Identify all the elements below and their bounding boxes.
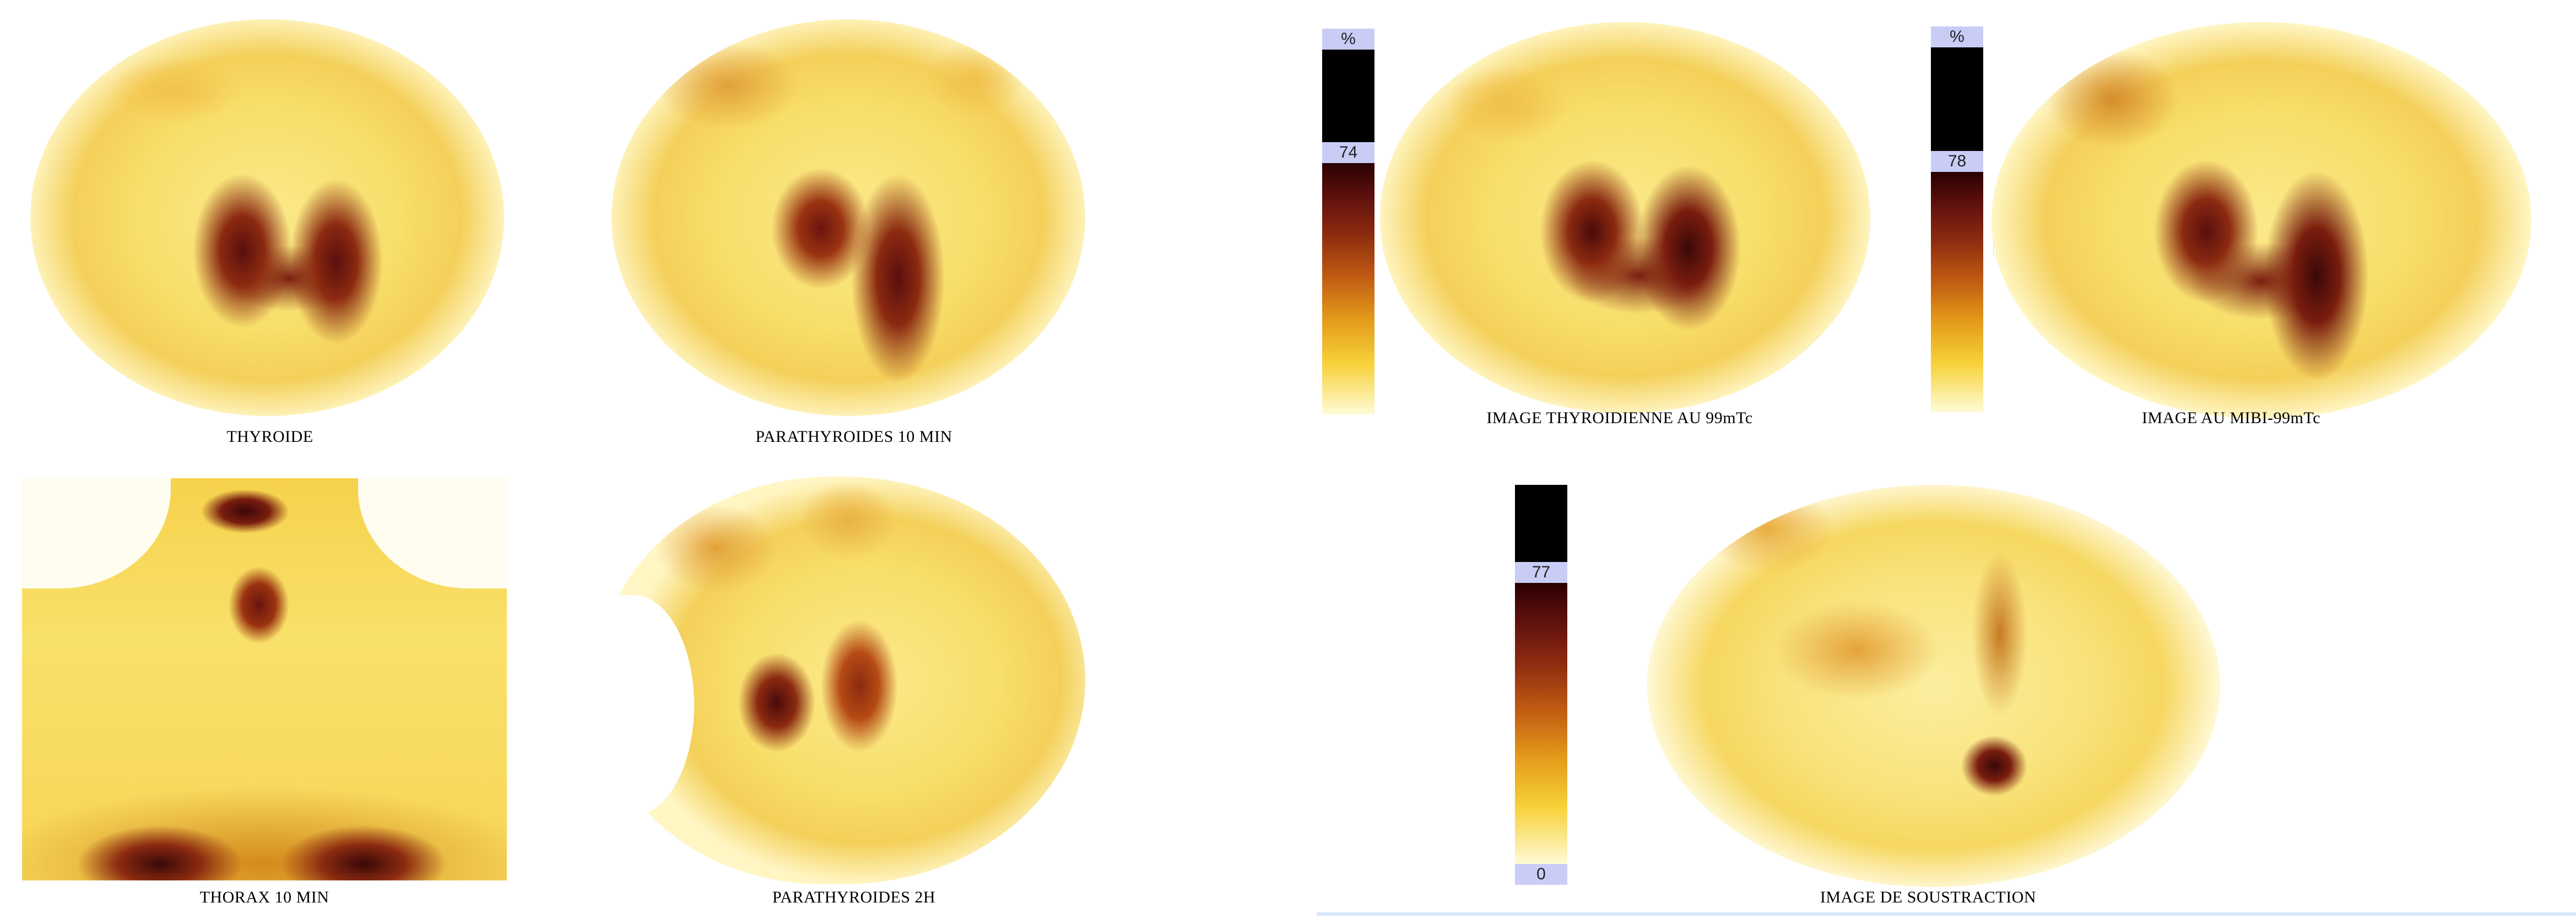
thyroide-scan-image [30, 19, 504, 416]
subtraction-scale-black-band [1515, 485, 1567, 562]
thyroid-scale-gradient [1322, 163, 1374, 414]
parathyroides-2h-mask [573, 595, 694, 815]
thyroide-caption: THYROIDE [226, 428, 313, 446]
thyroid-scale-black-band [1322, 50, 1374, 142]
mibi-99mtc-scan-image [1991, 22, 2531, 419]
parathyroides-10min-caption: PARATHYROIDES 10 MIN [755, 428, 953, 446]
thyroid-scale-percent-label: % [1322, 29, 1374, 50]
bottom-divider [1317, 912, 2576, 916]
subtraction-caption: IMAGE DE SOUSTRACTION [1820, 888, 2037, 906]
thyroid-99mtc-caption: IMAGE THYROIDIENNE AU 99mTc [1486, 409, 1753, 427]
parathyroides-2h-caption: PARATHYROIDES 2H [772, 888, 936, 906]
thorax-10min-caption: THORAX 10 MIN [199, 888, 329, 906]
thorax-10min-scan-image [22, 478, 507, 880]
thyroid-99mtc-scan-image [1380, 22, 1870, 413]
mibi-scale-percent-label: % [1931, 26, 1983, 47]
subtraction-scale-gradient [1515, 583, 1567, 864]
thyroid-color-scale: % 74 [1322, 29, 1374, 414]
mibi-scale-black-band [1931, 47, 1983, 151]
mibi-scale-gradient [1931, 172, 1983, 412]
thyroid-scale-value-label: 74 [1322, 142, 1374, 163]
parathyroides-10min-scan-image [611, 19, 1085, 416]
subtraction-scale-value-label: 77 [1515, 562, 1567, 583]
subtraction-color-scale: 77 0 [1515, 485, 1567, 887]
mibi-scale-value-label: 78 [1931, 151, 1983, 172]
subtraction-scale-zero-label: 0 [1515, 864, 1567, 885]
subtraction-scan-image [1647, 485, 2220, 887]
mibi-99mtc-caption: IMAGE AU MIBI-99mTc [2141, 409, 2321, 427]
mibi-color-scale: % 78 [1931, 26, 1983, 412]
